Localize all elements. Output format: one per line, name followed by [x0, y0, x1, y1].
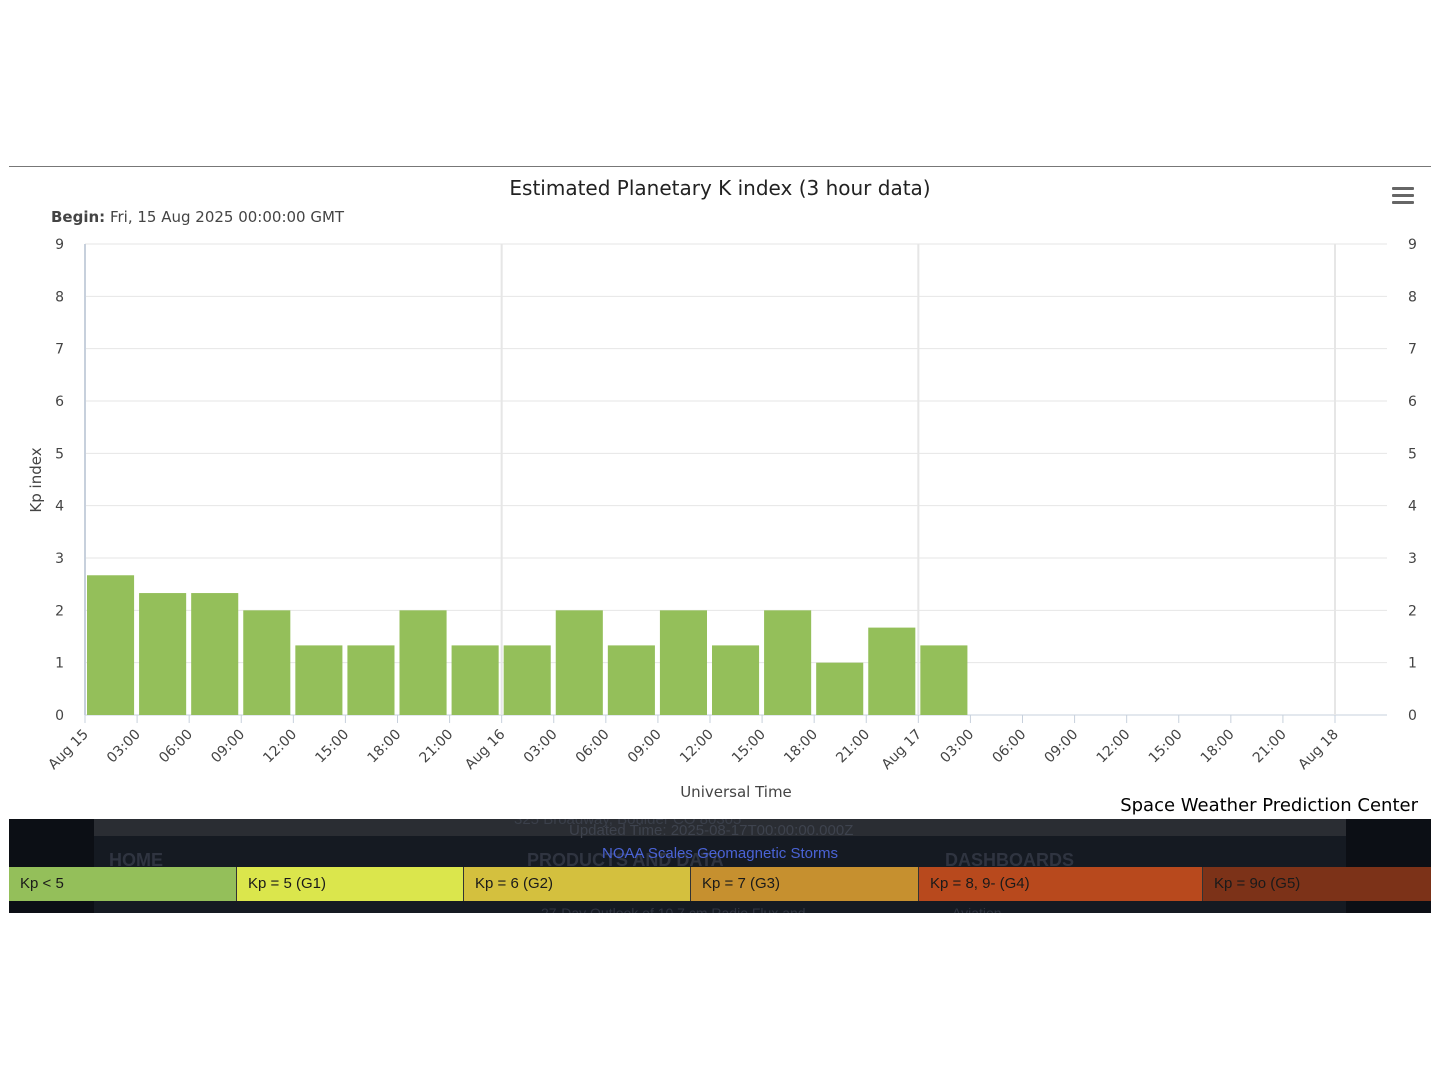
x-tick-label: 03:00	[937, 727, 977, 767]
y-tick-label-right: 0	[1408, 708, 1417, 724]
y-tick-label-right: 9	[1408, 237, 1417, 253]
kp-bar[interactable]	[399, 610, 447, 715]
scale-legend-item: Kp = 8, 9- (G4)	[919, 867, 1203, 901]
x-tick-label: 21:00	[417, 727, 457, 767]
x-tick-label: 18:00	[781, 727, 821, 767]
scale-legend-item: Kp = 6 (G2)	[464, 867, 691, 901]
y-tick-label-right: 1	[1408, 656, 1417, 672]
x-tick-label: 12:00	[1094, 727, 1134, 767]
scale-legend-item: Kp = 5 (G1)	[237, 867, 464, 901]
scale-legend-item: Kp < 5	[9, 867, 237, 901]
kp-bar[interactable]	[87, 575, 135, 715]
top-divider	[9, 166, 1431, 167]
x-tick-label: Aug 15	[45, 727, 91, 773]
y-tick-label-left: 1	[55, 656, 64, 672]
x-tick-label: 09:00	[1042, 727, 1082, 767]
x-tick-label: Aug 18	[1295, 727, 1341, 773]
footer-dashboards-link[interactable]: DASHBOARDS	[945, 850, 1075, 870]
y-tick-label-left: 0	[55, 708, 64, 724]
footer-aviation-link[interactable]: Aviation	[952, 905, 1002, 913]
kp-bar[interactable]	[868, 627, 916, 715]
credit-text: Space Weather Prediction Center	[1120, 795, 1418, 816]
footer-home-link[interactable]: HOME	[109, 850, 163, 870]
scale-legend-item: Kp = 9o (G5)	[1203, 867, 1431, 901]
kp-bar[interactable]	[139, 593, 187, 715]
kp-bar[interactable]	[920, 645, 968, 715]
chart-subtitle: Begin: Fri, 15 Aug 2025 00:00:00 GMT	[51, 208, 344, 226]
y-axis-title: Kp index	[27, 447, 45, 512]
x-tick-label: 15:00	[312, 727, 352, 767]
x-tick-label: 15:00	[1146, 727, 1186, 767]
storm-scale-legend: Kp < 5 Kp = 5 (G1) Kp = 6 (G2) Kp = 7 (G3) K…	[9, 867, 1431, 901]
x-tick-label: 18:00	[364, 727, 404, 767]
x-axis-title: Universal Time	[680, 783, 792, 801]
hamburger-icon[interactable]	[1390, 185, 1416, 207]
x-tick-label: 09:00	[625, 727, 665, 767]
x-tick-label: 06:00	[573, 727, 613, 767]
footer-updated-time: Updated Time: 2025-08-17T00:00:00.000Z	[569, 822, 854, 839]
begin-value: Fri, 15 Aug 2025 00:00:00 GMT	[109, 208, 345, 226]
y-tick-label-left: 8	[55, 289, 64, 305]
kp-bar[interactable]	[503, 645, 551, 715]
x-tick-label: 21:00	[833, 727, 873, 767]
y-tick-label-left: 5	[55, 446, 64, 462]
noaa-scales-title[interactable]: NOAA Scales Geomagnetic Storms	[602, 845, 838, 862]
footer-products-link[interactable]: PRODUCTS AND DATA	[527, 850, 724, 870]
y-tick-label-right: 5	[1408, 446, 1417, 462]
y-tick-label-left: 2	[55, 603, 64, 619]
kp-bar[interactable]	[243, 610, 291, 715]
begin-label: Begin:	[51, 208, 106, 226]
kp-bar[interactable]	[607, 645, 655, 715]
y-tick-label-left: 6	[55, 394, 64, 410]
y-tick-label-right: 3	[1408, 551, 1417, 567]
y-tick-label-left: 3	[55, 551, 64, 567]
y-tick-label-right: 7	[1408, 342, 1417, 358]
x-tick-label: 21:00	[1250, 727, 1290, 767]
x-tick-label: 06:00	[989, 727, 1029, 767]
x-tick-label: 03:00	[104, 727, 144, 767]
y-tick-label-left: 7	[55, 342, 64, 358]
grid-layer	[84, 243, 1387, 716]
kp-bar[interactable]	[347, 645, 395, 715]
kp-bar[interactable]	[295, 645, 343, 715]
kp-bar[interactable]	[191, 593, 239, 715]
chart-title: Estimated Planetary K index (3 hour data…	[509, 176, 931, 200]
y-tick-label-right: 8	[1408, 289, 1417, 305]
x-tick-label: 12:00	[260, 727, 300, 767]
kp-bar[interactable]	[659, 610, 707, 715]
x-tick-label: 06:00	[156, 727, 196, 767]
kp-bar[interactable]	[555, 610, 603, 715]
bars-layer	[87, 575, 968, 715]
y-tick-label-left: 4	[55, 499, 64, 515]
x-tick-label: 15:00	[729, 727, 769, 767]
y-tick-label-left: 9	[55, 237, 64, 253]
kp-chart: 0 0 1 1 2 2 3 3 4 4 5 5 6 6 7 7 8 8 9 9 Aug 15 03:00 06:00 09:0…	[27, 237, 1417, 801]
x-tick-label: 09:00	[208, 727, 248, 767]
footer-strip	[94, 819, 1346, 836]
x-tick-label: 03:00	[521, 727, 561, 767]
x-tick-label: Aug 17	[879, 727, 925, 773]
scale-legend-item: Kp = 7 (G3)	[691, 867, 919, 901]
kp-bar[interactable]	[816, 662, 864, 715]
x-tick-label: 18:00	[1198, 727, 1238, 767]
x-tick-label: 12:00	[677, 727, 717, 767]
kp-bar[interactable]	[764, 610, 812, 715]
x-tick-label: Aug 16	[462, 726, 508, 772]
footer-outlook-link[interactable]: 27-Day Outlook of 10.7 cm Radio Flux and	[541, 905, 806, 913]
y-tick-label-right: 4	[1408, 499, 1417, 515]
y-tick-label-right: 6	[1408, 394, 1417, 410]
kp-bar[interactable]	[451, 645, 499, 715]
footer-address: 325 Broadway, Boulder CO 80305	[514, 819, 742, 828]
y-tick-label-right: 2	[1408, 603, 1417, 619]
kp-bar[interactable]	[712, 645, 760, 715]
